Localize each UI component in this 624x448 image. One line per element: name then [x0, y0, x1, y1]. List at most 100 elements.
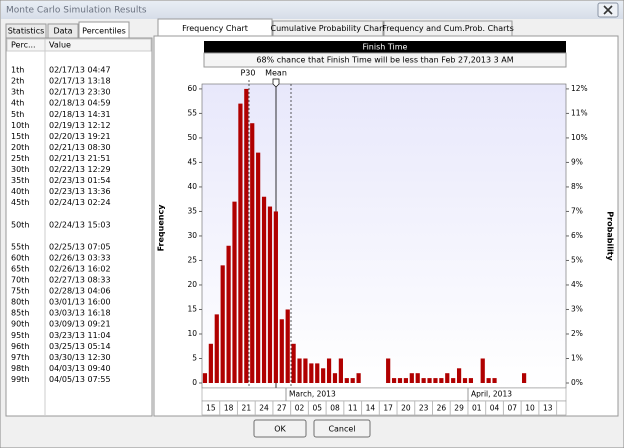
bar	[421, 378, 426, 383]
x-tick-label: 20	[401, 404, 411, 413]
x-tick-label: 11	[348, 404, 358, 413]
table-cell: 10th	[11, 121, 29, 130]
title-bar	[1, 1, 623, 19]
bar	[451, 378, 456, 383]
table-cell: 4th	[11, 99, 24, 108]
y-axis-label: Frequency	[157, 204, 166, 252]
tab-label[interactable]: Frequency Chart	[182, 24, 248, 33]
table-cell: 02/17/13 23:30	[49, 88, 111, 97]
table-cell: 50th	[11, 220, 29, 229]
y-tick-label: 45	[187, 157, 197, 166]
table-cell: 5th	[11, 110, 24, 119]
table-cell: 15th	[11, 132, 29, 141]
close-icon	[603, 5, 613, 15]
tab-label[interactable]: Data	[53, 27, 72, 36]
table-cell: 65th	[11, 264, 29, 273]
table-cell: 03/01/13 16:00	[49, 298, 111, 307]
percentile-list	[5, 37, 153, 417]
column-header: Perc...	[11, 41, 36, 50]
table-cell: 02/17/13 04:47	[49, 66, 111, 75]
table-cell: 02/25/13 07:05	[49, 242, 111, 251]
bar	[267, 206, 273, 383]
bar	[521, 373, 527, 383]
table-cell: 03/09/13 09:21	[49, 320, 111, 329]
bar	[415, 373, 420, 383]
bar	[397, 378, 403, 383]
x-tick-label: 08	[330, 404, 340, 413]
bar	[391, 378, 397, 383]
table-cell: 02/18/13 04:59	[49, 99, 111, 108]
bar	[468, 378, 474, 383]
bar	[344, 378, 349, 383]
table-cell: 99th	[11, 375, 29, 384]
button-label[interactable]: OK	[274, 425, 286, 434]
bar	[439, 378, 444, 383]
y2-tick-label: 2%	[571, 329, 583, 338]
table-cell: 95th	[11, 331, 29, 340]
button-label[interactable]: Cancel	[328, 425, 355, 434]
y-tick-label: 25	[187, 255, 197, 264]
y2-tick-label: 1%	[571, 353, 583, 362]
window-title: Monte Carlo Simulation Results	[6, 6, 147, 16]
tab-label[interactable]: Percentiles	[82, 27, 126, 36]
table-cell: 02/20/13 19:21	[49, 132, 111, 141]
table-cell: 02/27/13 08:33	[49, 276, 111, 285]
tab[interactable]	[5, 23, 47, 39]
tab[interactable]	[383, 20, 513, 37]
bar	[445, 373, 450, 383]
bar	[315, 363, 320, 383]
y2-tick-label: 7%	[571, 206, 583, 215]
y-tick-label: 60	[187, 84, 197, 93]
cancel-button[interactable]	[313, 419, 371, 438]
bar	[208, 343, 213, 383]
bar	[427, 378, 432, 383]
y-tick-label: 50	[187, 133, 197, 142]
y-tick-label: 10	[187, 329, 197, 338]
bar	[232, 201, 237, 383]
x-tick-label: 01	[472, 404, 482, 413]
bar	[332, 373, 338, 383]
table-cell: 60th	[11, 253, 29, 262]
x-tick-label: 17	[383, 404, 393, 413]
bar	[486, 378, 491, 383]
bar	[297, 358, 302, 383]
tab-label[interactable]: Cumulative Probability Chart	[270, 24, 385, 33]
bar	[386, 358, 391, 383]
bar	[202, 373, 208, 383]
x-tick-label: 05	[312, 404, 322, 413]
tab[interactable]	[47, 23, 79, 39]
table-cell: 40th	[11, 187, 29, 196]
table-cell: 02/24/13 02:24	[49, 198, 111, 207]
table-cell: 02/23/13 13:36	[49, 187, 111, 196]
tab[interactable]	[78, 21, 130, 39]
tab[interactable]	[272, 20, 384, 37]
mean-handle[interactable]	[272, 78, 280, 88]
y2-tick-label: 4%	[571, 280, 583, 289]
x-tick-label: 07	[508, 404, 518, 413]
tab[interactable]	[157, 18, 273, 37]
x-tick-label: 02	[295, 404, 305, 413]
tab-label[interactable]: Statistics	[8, 27, 45, 36]
bar	[226, 245, 231, 383]
table-cell: 80th	[11, 298, 29, 307]
tab-label[interactable]: Frequency and Cum.Prob. Charts	[382, 24, 513, 33]
table-cell: 45th	[11, 198, 29, 207]
x-tick-label: 21	[242, 404, 252, 413]
table-cell: 02/19/13 12:12	[49, 121, 111, 130]
table-cell: 75th	[11, 287, 29, 296]
bar	[356, 373, 361, 383]
ok-button[interactable]	[253, 419, 307, 438]
y-tick-label: 5	[192, 353, 197, 362]
table-cell: 03/30/13 12:30	[49, 353, 111, 362]
y-tick-label: 55	[187, 108, 197, 117]
table-cell: 35th	[11, 176, 29, 185]
x-tick-label: 15	[206, 404, 216, 413]
column-header: Value	[49, 41, 71, 50]
bar	[279, 319, 284, 383]
table-cell: 03/03/13 16:18	[49, 309, 111, 318]
y-tick-label: 15	[187, 304, 197, 313]
table-cell: 2th	[11, 77, 24, 86]
x-tick-label: 27	[277, 404, 287, 413]
bar	[261, 196, 267, 383]
